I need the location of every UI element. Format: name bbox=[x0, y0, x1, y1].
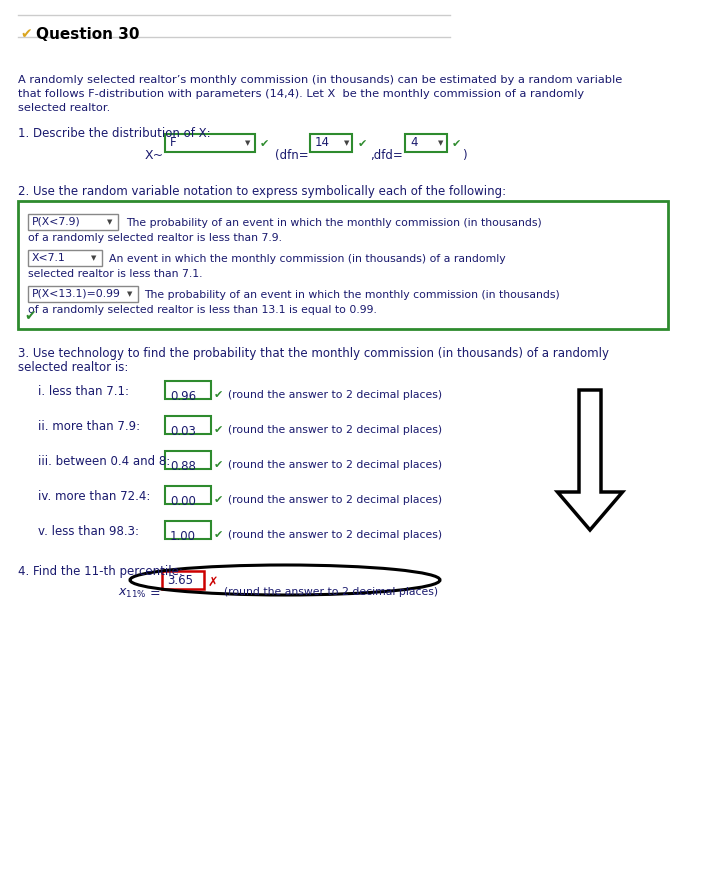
Text: ▼: ▼ bbox=[438, 140, 443, 146]
Text: ✗: ✗ bbox=[208, 576, 219, 589]
Bar bbox=[28, 286, 138, 302]
Text: ,dfd=: ,dfd= bbox=[370, 149, 403, 162]
Text: The probability of an event in which the monthly commission (in thousands): The probability of an event in which the… bbox=[126, 218, 541, 228]
Bar bbox=[310, 134, 352, 152]
Text: (dfn=: (dfn= bbox=[275, 149, 309, 162]
Text: 1. Describe the distribution of X:: 1. Describe the distribution of X: bbox=[18, 127, 211, 140]
Text: ✔: ✔ bbox=[260, 139, 269, 149]
Text: =: = bbox=[150, 587, 161, 600]
Text: P(X<7.9): P(X<7.9) bbox=[32, 217, 81, 227]
Text: 3.65: 3.65 bbox=[167, 573, 193, 586]
Text: selected realtor is:: selected realtor is: bbox=[18, 361, 128, 374]
Bar bbox=[165, 451, 211, 469]
Text: ✔: ✔ bbox=[20, 27, 32, 41]
Text: 0.03: 0.03 bbox=[170, 425, 196, 438]
Text: iii. between 0.4 and 8:: iii. between 0.4 and 8: bbox=[38, 455, 170, 468]
Text: of a randomly selected realtor is less than 7.9.: of a randomly selected realtor is less t… bbox=[28, 233, 282, 243]
Bar bbox=[28, 250, 102, 266]
Text: 14: 14 bbox=[315, 136, 330, 150]
Text: 3. Use technology to find the probability that the monthly commission (in thousa: 3. Use technology to find the probabilit… bbox=[18, 347, 609, 360]
Text: i. less than 7.1:: i. less than 7.1: bbox=[38, 385, 129, 398]
Bar bbox=[405, 134, 447, 152]
Text: 1.00: 1.00 bbox=[170, 530, 196, 543]
Bar bbox=[18, 201, 668, 329]
Text: that follows F-distribution with parameters (14,4). Let X  be the monthly commis: that follows F-distribution with paramet… bbox=[18, 89, 584, 99]
Text: ▼: ▼ bbox=[128, 291, 133, 297]
Text: 4: 4 bbox=[410, 136, 417, 150]
Text: (round the answer to 2 decimal places): (round the answer to 2 decimal places) bbox=[224, 587, 438, 597]
Text: 0.00: 0.00 bbox=[170, 495, 196, 508]
Text: 2. Use the random variable notation to express symbolically each of the followin: 2. Use the random variable notation to e… bbox=[18, 185, 506, 198]
Bar bbox=[165, 521, 211, 539]
Text: ✔: ✔ bbox=[358, 139, 367, 149]
Text: 4. Find the 11-th percentile:: 4. Find the 11-th percentile: bbox=[18, 565, 183, 578]
Text: F: F bbox=[170, 136, 177, 150]
Text: ✔: ✔ bbox=[214, 390, 223, 400]
Bar bbox=[162, 571, 204, 589]
Text: Question 30: Question 30 bbox=[36, 27, 140, 42]
Text: ✔: ✔ bbox=[452, 139, 461, 149]
Text: (round the answer to 2 decimal places): (round the answer to 2 decimal places) bbox=[228, 530, 442, 540]
Polygon shape bbox=[558, 390, 623, 530]
Text: P(X<13.1)=0.99: P(X<13.1)=0.99 bbox=[32, 289, 121, 299]
Bar bbox=[28, 214, 118, 230]
Text: ▼: ▼ bbox=[92, 255, 97, 261]
Text: ): ) bbox=[462, 149, 467, 162]
Bar bbox=[165, 416, 211, 434]
Text: ▼: ▼ bbox=[245, 140, 250, 146]
Text: ✔: ✔ bbox=[214, 495, 223, 505]
Text: X~: X~ bbox=[145, 149, 164, 162]
Text: ✔: ✔ bbox=[214, 425, 223, 435]
Text: ▼: ▼ bbox=[107, 219, 113, 225]
Text: ii. more than 7.9:: ii. more than 7.9: bbox=[38, 420, 140, 433]
Text: iv. more than 72.4:: iv. more than 72.4: bbox=[38, 490, 150, 503]
Text: (round the answer to 2 decimal places): (round the answer to 2 decimal places) bbox=[228, 460, 442, 470]
Text: (round the answer to 2 decimal places): (round the answer to 2 decimal places) bbox=[228, 495, 442, 505]
Text: X<7.1: X<7.1 bbox=[32, 253, 66, 263]
Bar bbox=[165, 486, 211, 504]
Text: (round the answer to 2 decimal places): (round the answer to 2 decimal places) bbox=[228, 425, 442, 435]
Text: $x_{11\%}$: $x_{11\%}$ bbox=[118, 587, 147, 600]
Text: selected realtor.: selected realtor. bbox=[18, 103, 110, 113]
Text: A randomly selected realtor’s monthly commission (in thousands) can be estimated: A randomly selected realtor’s monthly co… bbox=[18, 75, 623, 85]
Text: v. less than 98.3:: v. less than 98.3: bbox=[38, 525, 139, 538]
Bar bbox=[165, 381, 211, 399]
Text: ✔: ✔ bbox=[214, 530, 223, 540]
Text: of a randomly selected realtor is less than 13.1 is equal to 0.99.: of a randomly selected realtor is less t… bbox=[28, 305, 377, 315]
Text: 0.96: 0.96 bbox=[170, 390, 196, 403]
Text: (round the answer to 2 decimal places): (round the answer to 2 decimal places) bbox=[228, 390, 442, 400]
Text: 0.88: 0.88 bbox=[170, 460, 196, 473]
Text: The probability of an event in which the monthly commission (in thousands): The probability of an event in which the… bbox=[144, 290, 560, 300]
Text: An event in which the monthly commission (in thousands) of a randomly: An event in which the monthly commission… bbox=[109, 254, 505, 264]
Bar bbox=[165, 134, 255, 152]
Text: ✔: ✔ bbox=[24, 309, 36, 323]
Text: ▼: ▼ bbox=[344, 140, 350, 146]
Text: selected realtor is less than 7.1.: selected realtor is less than 7.1. bbox=[28, 269, 202, 279]
Text: ✔: ✔ bbox=[214, 460, 223, 470]
